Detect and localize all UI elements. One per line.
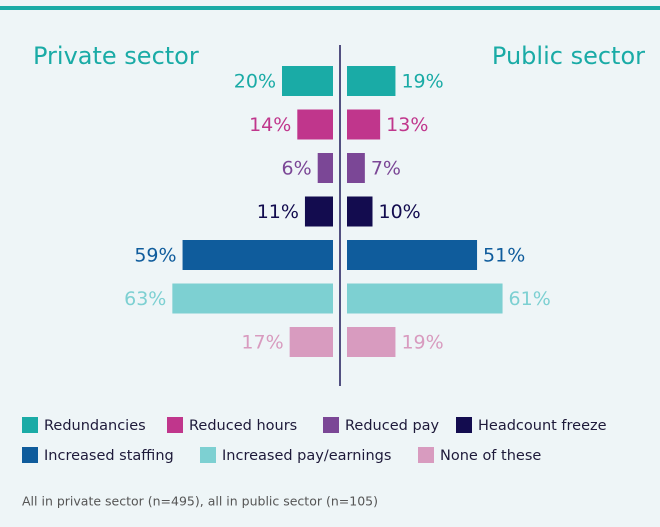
footnote: All in private sector (n=495), all in pu… [22, 494, 378, 509]
bar [347, 240, 478, 270]
legend-swatch [167, 417, 183, 433]
legend-swatch [200, 447, 216, 463]
right-title: Public sector [492, 42, 645, 70]
legend-swatch [22, 417, 38, 433]
value-label: 10% [379, 201, 421, 223]
legend-label: Increased pay/earnings [222, 448, 391, 464]
value-label: 11% [257, 201, 299, 223]
bar [289, 327, 333, 357]
value-label: 13% [386, 114, 428, 136]
legend-label: Reduced hours [189, 418, 297, 434]
bar [282, 66, 333, 96]
value-label: 63% [124, 288, 166, 310]
value-label: 51% [483, 245, 525, 267]
bar [317, 153, 333, 183]
bar [347, 66, 396, 96]
bar [304, 196, 333, 227]
bar [347, 196, 373, 227]
bar [182, 240, 333, 270]
bar [347, 283, 503, 314]
left-title: Private sector [33, 42, 199, 70]
legend-label: Increased staffing [44, 448, 174, 464]
bar [347, 109, 381, 140]
bar [347, 153, 365, 183]
legend-swatch [22, 447, 38, 463]
legend-swatch [323, 417, 339, 433]
bar [297, 109, 333, 140]
legend-swatch [418, 447, 434, 463]
value-label: 19% [401, 71, 443, 93]
value-label: 59% [134, 245, 176, 267]
legend-label: None of these [440, 448, 541, 464]
legend-swatch [456, 417, 472, 433]
bar [347, 327, 396, 357]
bar [172, 283, 333, 314]
legend-label: Headcount freeze [478, 418, 607, 434]
value-label: 14% [249, 114, 291, 136]
value-label: 17% [241, 332, 283, 354]
top-rule [0, 6, 660, 10]
legend-label: Reduced pay [345, 418, 440, 434]
value-label: 61% [509, 288, 551, 310]
value-label: 19% [401, 332, 443, 354]
legend-label: Redundancies [44, 418, 146, 434]
value-label: 6% [282, 158, 312, 180]
value-label: 20% [234, 71, 276, 93]
value-label: 7% [371, 158, 401, 180]
